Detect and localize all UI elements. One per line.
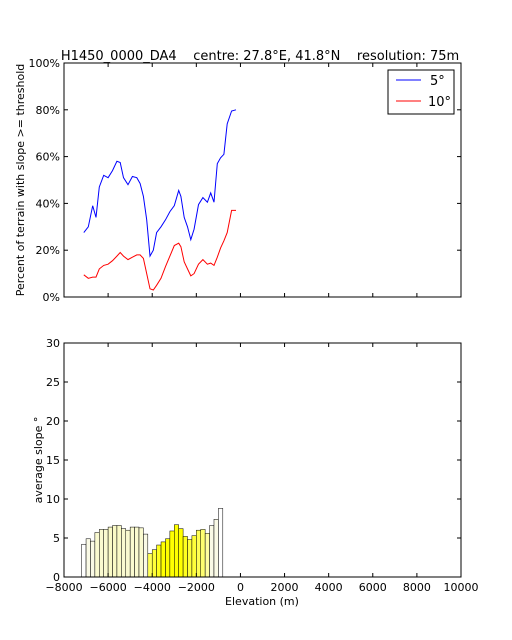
histogram-bar bbox=[151, 549, 157, 578]
histogram-bar bbox=[143, 533, 149, 578]
histogram-bar bbox=[218, 508, 224, 578]
histogram-bar bbox=[160, 541, 166, 578]
histogram-bar bbox=[209, 525, 215, 578]
x-tick-label: 4000 bbox=[315, 581, 343, 594]
histogram-bar bbox=[200, 529, 206, 578]
histogram-bar bbox=[94, 532, 100, 578]
histogram-bar bbox=[85, 538, 91, 578]
histogram-bar bbox=[174, 524, 179, 578]
figure-title: H1450_0000_DA4 centre: 27.8°E, 41.8°N re… bbox=[61, 49, 459, 64]
histogram-bar bbox=[125, 529, 131, 578]
histogram-bar bbox=[129, 526, 135, 578]
histogram-bar bbox=[156, 544, 162, 578]
histogram-bar bbox=[165, 538, 171, 578]
top-y-tick-label: 60% bbox=[36, 151, 60, 164]
histogram-bar bbox=[134, 526, 140, 578]
legend-box bbox=[387, 69, 455, 115]
bar-chart-panel: 0 5 10 15 20 25 30 −8000 −6000 −4000 −2000 0 2000 400… bbox=[32, 337, 479, 608]
histogram-bar bbox=[178, 528, 184, 578]
bottom-y-tick-label: 10 bbox=[46, 493, 60, 506]
bar-group bbox=[81, 508, 224, 578]
x-tick-label: 6000 bbox=[359, 581, 387, 594]
histogram-bar bbox=[107, 526, 113, 578]
x-tick-label: −4000 bbox=[134, 581, 171, 594]
legend-10deg-label: 10° bbox=[428, 95, 451, 110]
top-y-tick-label: 40% bbox=[36, 197, 60, 210]
line-series-5deg bbox=[83, 109, 237, 258]
top-y-tick-label: 20% bbox=[36, 244, 60, 257]
top-y-tick-label: 0% bbox=[43, 291, 60, 304]
bottom-y-tick-label: 15 bbox=[46, 454, 60, 467]
bottom-y-tick-label: 5 bbox=[53, 532, 60, 545]
histogram-bar bbox=[90, 540, 96, 578]
line-series-10deg bbox=[83, 209, 236, 291]
x-tick-label: 0 bbox=[237, 581, 244, 594]
x-tick-label: −6000 bbox=[90, 581, 127, 594]
top-ticks: 0% 20% 40% 60% 80% 100% bbox=[29, 57, 462, 304]
histogram-bar bbox=[121, 528, 126, 578]
top-y-tick-label: 80% bbox=[36, 104, 60, 117]
histogram-bar bbox=[191, 535, 197, 578]
x-tick-label: −8000 bbox=[45, 581, 82, 594]
bottom-y-tick-label: 0 bbox=[53, 571, 60, 584]
histogram-bar bbox=[196, 529, 201, 578]
histogram-bar bbox=[138, 527, 144, 578]
histogram-bar bbox=[116, 525, 122, 578]
legend-5deg-label: 5° bbox=[430, 74, 445, 89]
legend: 5° 10° bbox=[387, 69, 455, 115]
histogram-bar bbox=[112, 525, 118, 578]
histogram-bar bbox=[99, 529, 104, 578]
line-chart-panel: 0% 20% 40% 60% 80% 100% Percent of terrain wi… bbox=[14, 57, 462, 304]
histogram-bar bbox=[204, 533, 210, 578]
x-tick-label: 2000 bbox=[271, 581, 299, 594]
bottom-y-tick-label: 20 bbox=[46, 415, 60, 428]
bottom-ticks: 0 5 10 15 20 25 30 −8000 −6000 −4000 −2000 0 2000 400… bbox=[45, 337, 478, 594]
histogram-bar bbox=[103, 529, 109, 578]
x-tick-label: 10000 bbox=[444, 581, 479, 594]
histogram-bar bbox=[81, 543, 87, 578]
bottom-y-tick-label: 25 bbox=[46, 376, 60, 389]
histogram-bar bbox=[169, 530, 175, 578]
bottom-y-tick-label: 30 bbox=[46, 337, 60, 350]
x-tick-label: 8000 bbox=[403, 581, 431, 594]
x-tick-label: −2000 bbox=[178, 581, 215, 594]
histogram-bar bbox=[187, 539, 193, 578]
histogram-bar bbox=[213, 519, 219, 578]
top-y-tick-label: 100% bbox=[29, 57, 60, 70]
bottom-y-axis-label: average slope ° bbox=[32, 417, 45, 504]
x-axis-label: Elevation (m) bbox=[225, 595, 299, 608]
histogram-bar bbox=[182, 536, 188, 578]
top-axes-frame bbox=[63, 62, 462, 298]
top-y-axis-label: Percent of terrain with slope >= thresho… bbox=[14, 64, 27, 297]
line-series-group bbox=[83, 109, 237, 291]
histogram-bar bbox=[147, 553, 153, 578]
